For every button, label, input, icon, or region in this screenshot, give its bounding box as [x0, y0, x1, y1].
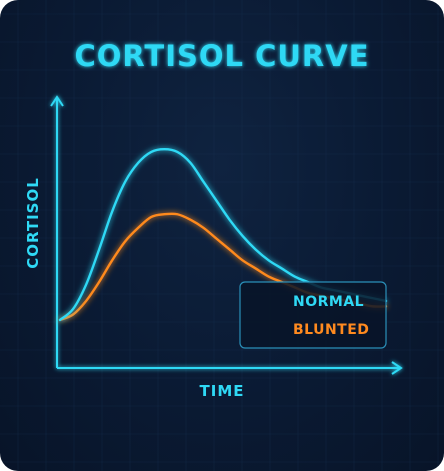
x-axis-arrow-icon — [391, 361, 403, 375]
legend-box — [239, 281, 387, 349]
legend-label-blunted: BLUNTED — [293, 322, 369, 338]
x-axis-label: TIME — [200, 382, 245, 400]
legend: NORMAL BLUNTED — [239, 281, 387, 349]
axes — [50, 95, 403, 375]
y-axis-arrow-icon — [50, 95, 64, 107]
chart-title: CORTISOL CURVE — [74, 39, 369, 73]
legend-label-normal: NORMAL — [293, 294, 364, 310]
y-axis-label: CORTISOL — [24, 177, 42, 269]
